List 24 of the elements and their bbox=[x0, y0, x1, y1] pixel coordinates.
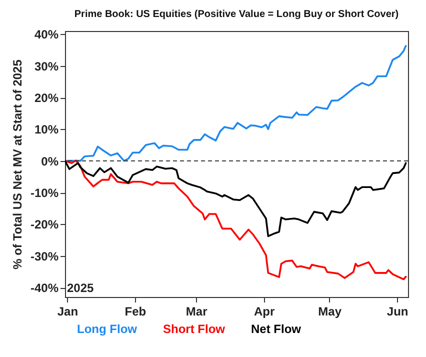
x-tick-label: Jun bbox=[386, 304, 408, 318]
text: Short Flow bbox=[163, 322, 226, 336]
y-tick-label: 30% bbox=[34, 59, 59, 74]
x-tick-label: May bbox=[318, 304, 342, 318]
annotation: 2025 bbox=[67, 281, 94, 295]
y-tick-label: 40% bbox=[34, 28, 59, 42]
y-axis-title: % of Total US Net MV at Start of 2025 bbox=[10, 59, 24, 270]
line-series bbox=[65, 160, 407, 238]
y-tick-label: -30% bbox=[30, 249, 59, 264]
x-tick-label: Apr bbox=[254, 304, 275, 318]
text: Long Flow bbox=[77, 322, 138, 336]
text: Net Flow bbox=[251, 322, 302, 336]
y-tick-label: -20% bbox=[30, 218, 59, 232]
x-tick-label: Jan bbox=[57, 304, 78, 318]
y-tick-label: 10% bbox=[34, 122, 59, 137]
x-tick-label: Feb bbox=[124, 304, 146, 318]
y-tick-label: 0% bbox=[41, 154, 59, 168]
chart-title: Prime Book: US Equities (Positive Value = Long Buy or Short Cover) bbox=[74, 9, 399, 20]
line-series bbox=[65, 44, 407, 162]
y-tick-label: -10% bbox=[30, 186, 59, 200]
x-tick-label: Mar bbox=[186, 304, 208, 318]
y-tick-label: -40% bbox=[30, 281, 59, 295]
y-tick-label: 20% bbox=[34, 91, 59, 105]
line-series bbox=[65, 160, 407, 280]
